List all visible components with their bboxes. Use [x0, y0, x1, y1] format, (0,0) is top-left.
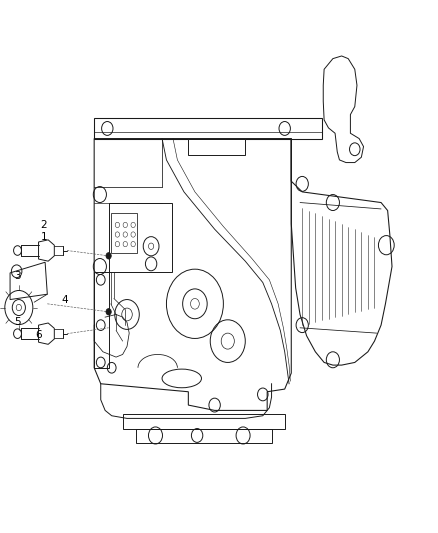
- Bar: [123, 414, 285, 429]
- Bar: [188, 139, 245, 155]
- Text: 6: 6: [35, 330, 42, 340]
- Circle shape: [106, 253, 111, 259]
- Circle shape: [106, 309, 111, 315]
- Text: 4: 4: [61, 295, 68, 305]
- Text: 5: 5: [14, 318, 21, 327]
- Text: 2: 2: [40, 220, 47, 230]
- Bar: [136, 429, 272, 443]
- Bar: [109, 203, 172, 272]
- Bar: [94, 118, 322, 139]
- Text: 1: 1: [40, 232, 47, 242]
- Text: 3: 3: [14, 271, 21, 281]
- Bar: [111, 213, 137, 253]
